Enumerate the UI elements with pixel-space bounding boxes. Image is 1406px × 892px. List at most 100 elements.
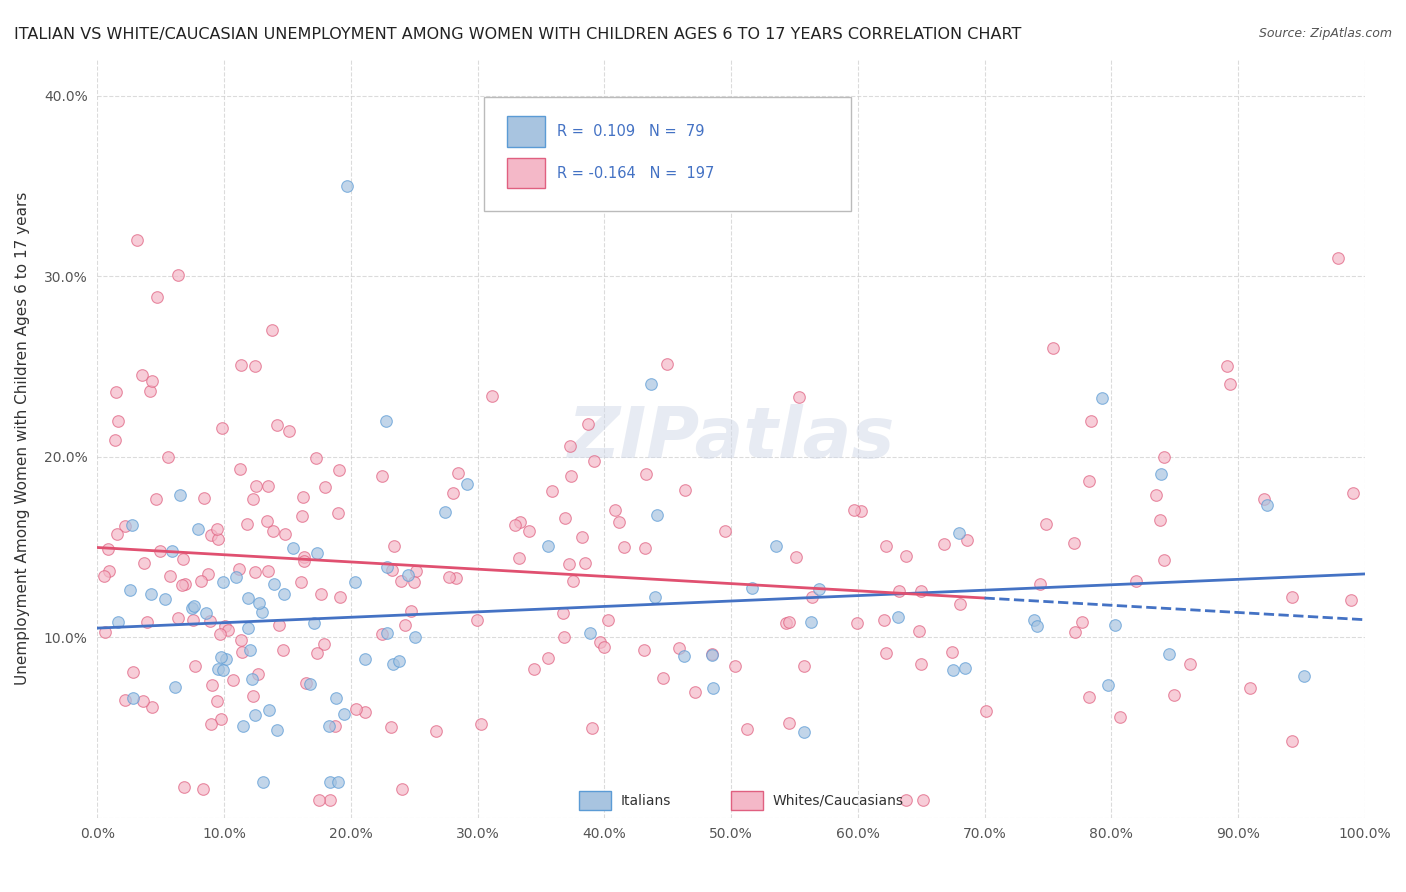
Point — [184, 658, 207, 673]
Point — [1239, 681, 1261, 695]
Point — [571, 530, 593, 544]
Point — [375, 626, 398, 640]
Point — [245, 479, 267, 493]
Point — [187, 522, 209, 536]
Point — [668, 641, 690, 656]
Point — [1035, 517, 1057, 532]
Point — [1163, 689, 1185, 703]
Point — [1024, 613, 1046, 627]
Point — [222, 673, 245, 688]
Point — [121, 518, 143, 533]
Point — [647, 508, 669, 523]
Point — [232, 719, 254, 733]
Point — [114, 519, 136, 533]
Text: ZIPatlas: ZIPatlas — [568, 404, 894, 473]
Point — [1281, 591, 1303, 605]
Point — [793, 659, 815, 673]
Point — [250, 605, 273, 619]
Point — [640, 377, 662, 392]
Point — [1149, 513, 1171, 527]
Point — [560, 469, 582, 483]
Point — [702, 648, 724, 662]
Point — [509, 515, 531, 529]
Point — [229, 633, 252, 648]
Point — [787, 390, 810, 404]
Point — [633, 643, 655, 657]
Point — [537, 650, 560, 665]
Point — [553, 630, 575, 644]
Point — [1029, 577, 1052, 591]
Point — [517, 524, 540, 539]
Point — [139, 384, 162, 399]
Point — [402, 575, 425, 590]
Point — [94, 624, 117, 639]
Point — [242, 492, 264, 507]
Y-axis label: Unemployment Among Women with Children Ages 6 to 17 years: Unemployment Among Women with Children A… — [15, 192, 30, 685]
Bar — [731, 791, 763, 810]
Text: Whites/Caucasians: Whites/Caucasians — [773, 794, 904, 808]
Point — [212, 574, 235, 589]
Point — [875, 646, 897, 660]
Point — [166, 611, 188, 625]
Point — [291, 490, 314, 504]
Point — [149, 544, 172, 558]
Point — [1326, 251, 1348, 265]
Point — [134, 556, 156, 570]
Point — [391, 781, 413, 796]
Point — [135, 615, 157, 629]
Point — [266, 723, 288, 737]
Point — [1178, 657, 1201, 672]
Point — [948, 526, 970, 541]
Point — [200, 528, 222, 542]
Point — [523, 662, 546, 676]
Point — [1216, 359, 1239, 374]
Point — [889, 584, 911, 599]
Point — [314, 637, 336, 651]
Point — [910, 583, 932, 598]
Point — [194, 606, 217, 620]
Point — [242, 672, 264, 686]
Point — [554, 510, 576, 524]
Point — [181, 613, 204, 627]
Point — [242, 690, 264, 704]
Point — [508, 551, 530, 566]
Point — [225, 569, 247, 583]
Point — [329, 590, 352, 604]
Point — [765, 539, 787, 553]
Point — [1294, 669, 1316, 683]
Point — [167, 268, 190, 283]
Point — [274, 526, 297, 541]
Point — [942, 663, 965, 677]
Point — [1025, 618, 1047, 632]
Point — [104, 434, 127, 448]
Point — [125, 233, 148, 247]
Point — [256, 515, 278, 529]
Point — [447, 466, 470, 480]
Point — [657, 357, 679, 371]
Point — [425, 724, 447, 739]
Point — [1064, 624, 1087, 639]
Point — [396, 568, 419, 582]
Point — [437, 570, 460, 584]
Point — [470, 717, 492, 731]
Point — [589, 635, 612, 649]
Point — [894, 792, 917, 806]
Point — [141, 374, 163, 388]
Point — [579, 626, 602, 640]
Point — [846, 616, 869, 631]
Point — [201, 678, 224, 692]
Point — [343, 575, 366, 590]
Point — [394, 618, 416, 632]
FancyBboxPatch shape — [484, 97, 852, 211]
Point — [145, 492, 167, 507]
Point — [1153, 552, 1175, 566]
Point — [354, 706, 377, 720]
Point — [328, 463, 350, 477]
Point — [319, 774, 342, 789]
Point — [912, 792, 935, 806]
Point — [262, 323, 284, 337]
Point — [399, 604, 422, 618]
Text: R = -0.164   N =  197: R = -0.164 N = 197 — [558, 166, 714, 181]
Point — [145, 289, 167, 303]
Point — [122, 665, 145, 680]
